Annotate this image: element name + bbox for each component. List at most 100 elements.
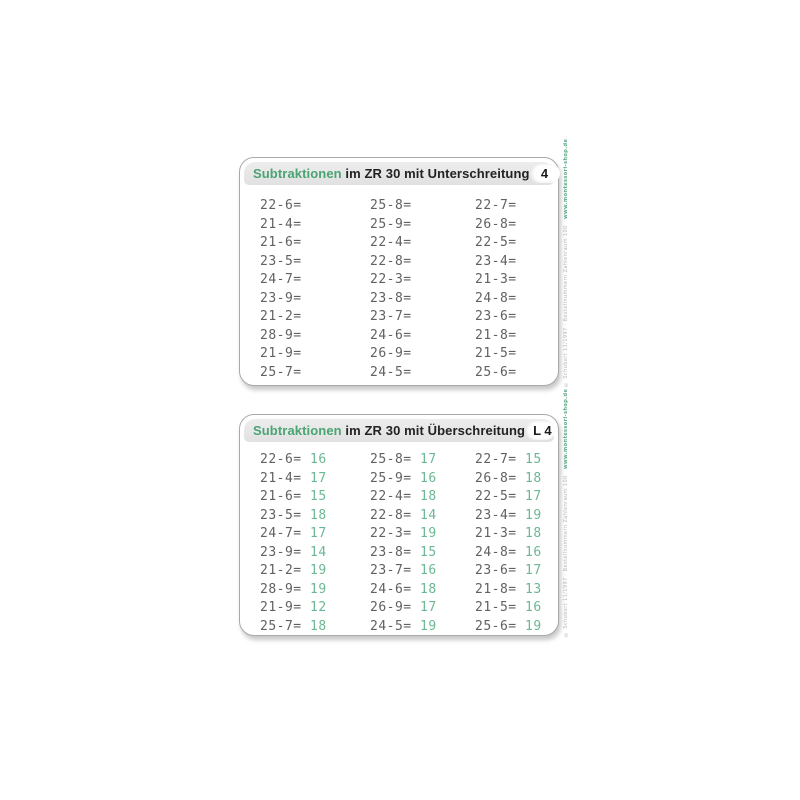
solution-row: 25-6= 19: [475, 618, 542, 637]
solution-problem: 23-6=: [475, 563, 517, 578]
solution-card-header: Subtraktionen im ZR 30 mit Überschreitun…: [244, 419, 556, 442]
task-problem: 21-6=: [260, 235, 302, 250]
task-problem: 25-8=: [370, 198, 412, 213]
solution-problem: 23-7=: [370, 563, 412, 578]
solution-problem: 24-5=: [370, 618, 412, 634]
task-problem: 23-5=: [260, 253, 302, 269]
task-card-title: Subtraktionen im ZR 30 mit Unterschreitu…: [253, 166, 530, 181]
solution-answer: 19: [525, 507, 542, 523]
solution-problem: 26-9=: [370, 600, 412, 615]
solution-answer: 19: [310, 581, 327, 597]
solution-problem: 25-6=: [475, 618, 517, 634]
task-problem: 22-8=: [370, 253, 412, 269]
solution-row: 23-5= 18: [260, 507, 327, 526]
solution-problem: 21-6=: [260, 489, 302, 504]
task-problem: 28-9=: [260, 327, 302, 343]
task-problem: 24-5=: [370, 364, 412, 380]
solution-problem: 24-8=: [475, 544, 517, 560]
solution-problem: 22-3=: [370, 526, 412, 541]
task-problem: 22-4=: [370, 235, 412, 250]
solution-problem: 22-5=: [475, 489, 517, 504]
solution-row: 26-9= 17: [370, 599, 437, 618]
solution-card-title: Subtraktionen im ZR 30 mit Überschreitun…: [253, 423, 525, 438]
solution-problem: 23-8=: [370, 544, 412, 560]
solution-row: 24-5= 19: [370, 618, 437, 637]
solution-problem: 22-8=: [370, 507, 412, 523]
solution-answer: 19: [525, 618, 542, 634]
solution-answer: 15: [420, 544, 437, 560]
task-problem: 23-9=: [260, 290, 302, 306]
solution-answer: 17: [525, 563, 542, 578]
solution-title-rest: im ZR 30 mit Überschreitung: [345, 423, 526, 438]
solution-row: 22-6= 16: [260, 451, 327, 470]
task-problem: 24-8=: [475, 290, 517, 306]
solution-row: 21-8= 13: [475, 581, 542, 600]
solution-row: 21-2= 19: [260, 562, 327, 581]
task-problem: 21-4=: [260, 216, 302, 232]
task-problem: 22-6=: [260, 198, 302, 213]
task-card-number-badge: 4: [529, 164, 560, 183]
task-problem: 21-5=: [475, 346, 517, 361]
solution-answer: 17: [420, 452, 437, 467]
solution-card-number-badge: L 4: [525, 421, 556, 440]
task-problem: 25-9=: [370, 216, 412, 232]
task-title-accent: Subtraktionen: [253, 166, 342, 181]
solution-card-edge-imprint: © Schubert 11/1997 · Bestellnummern Zahl…: [563, 389, 569, 637]
solution-answer: 19: [310, 563, 327, 578]
solution-answer: 18: [310, 507, 327, 523]
solution-row: 22-8= 14: [370, 507, 437, 526]
solution-row: 23-4= 19: [475, 507, 542, 526]
task-card-header: Subtraktionen im ZR 30 mit Unterschreitu…: [244, 162, 560, 185]
solution-row: 21-9= 12: [260, 599, 327, 618]
solution-answer: 19: [420, 618, 437, 634]
solution-row: 24-6= 18: [370, 581, 437, 600]
solution-problem: 22-7=: [475, 452, 517, 467]
solution-answer: 19: [420, 526, 437, 541]
solution-answer: 16: [310, 452, 327, 467]
solution-answer: 15: [310, 489, 327, 504]
solution-answer: 14: [420, 507, 437, 523]
task-problem: 23-4=: [475, 253, 517, 269]
solution-problem: 23-9=: [260, 544, 302, 560]
solution-problem: 25-7=: [260, 618, 302, 634]
task-problem: 22-5=: [475, 235, 517, 250]
solution-problem: 21-2=: [260, 563, 302, 578]
solution-problem: 25-9=: [370, 470, 412, 486]
solution-row: 21-6= 15: [260, 488, 327, 507]
solution-answer: 18: [420, 581, 437, 597]
solution-row: 25-8= 17: [370, 451, 437, 470]
task-problem: 25-7=: [260, 364, 302, 380]
solution-answer: 13: [525, 581, 542, 597]
solution-answer: 16: [525, 544, 542, 560]
solution-answer: 14: [310, 544, 327, 560]
task-problem: 23-7=: [370, 309, 412, 324]
solution-row: 21-4= 17: [260, 470, 327, 489]
solution-problem: 23-5=: [260, 507, 302, 523]
task-problem: 21-2=: [260, 309, 302, 324]
task-problem: 22-3=: [370, 272, 412, 287]
solution-row: 25-9= 16: [370, 470, 437, 489]
solution-column-3: 22-7= 15 26-8= 18 22-5= 17 23-4= 19 21-3= 18 24-8=…: [475, 451, 542, 636]
solution-row: 22-5= 17: [475, 488, 542, 507]
solution-problem: 22-6=: [260, 452, 302, 467]
solution-problem: 24-7=: [260, 526, 302, 541]
task-problem: 24-7=: [260, 272, 302, 287]
solution-problem: 25-8=: [370, 452, 412, 467]
solution-problem: 21-5=: [475, 600, 517, 615]
solution-problem: 23-4=: [475, 507, 517, 523]
solution-answer: 17: [525, 489, 542, 504]
task-problem: 23-8=: [370, 290, 412, 306]
solution-answer: 18: [420, 489, 437, 504]
solution-row: 23-8= 15: [370, 544, 437, 563]
solution-row: 21-5= 16: [475, 599, 542, 618]
task-card-edge-imprint: © Schubert 11/1997 · Bestellnummern Zahl…: [563, 139, 569, 387]
task-problem: 24-6=: [370, 327, 412, 343]
solution-problem: 21-4=: [260, 470, 302, 486]
solution-answer: 18: [525, 470, 542, 486]
solution-answer: 17: [310, 470, 327, 486]
solution-row: 22-4= 18: [370, 488, 437, 507]
task-card: Subtraktionen im ZR 30 mit Unterschreitu…: [239, 139, 569, 387]
solution-title-accent: Subtraktionen: [253, 423, 342, 438]
solution-answer: 17: [310, 526, 327, 541]
solution-row: 22-3= 19: [370, 525, 437, 544]
